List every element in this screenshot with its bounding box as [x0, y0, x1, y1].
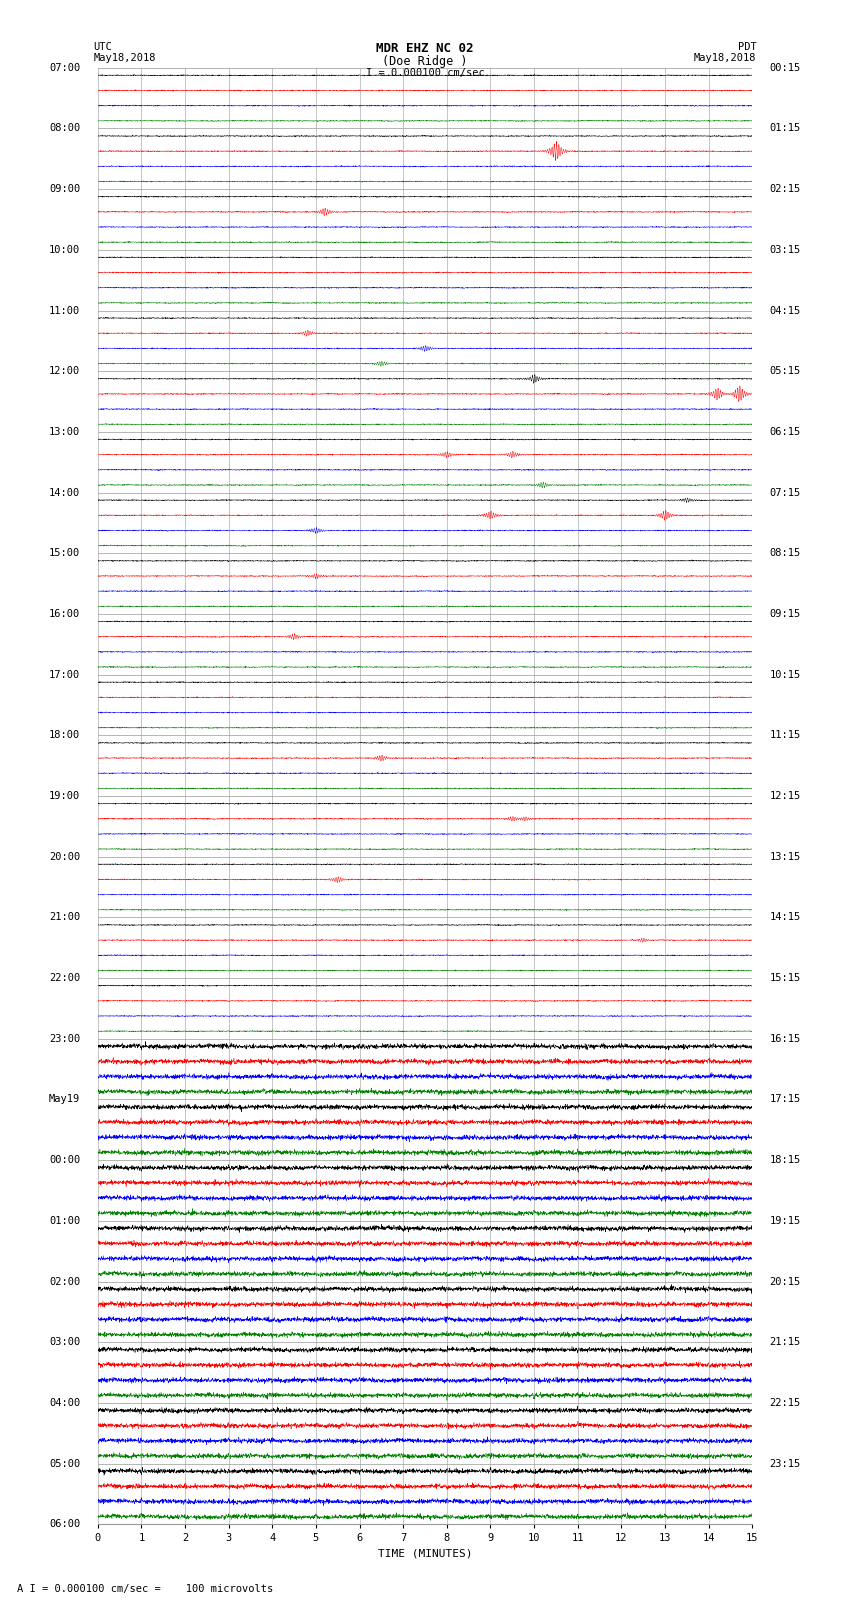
Text: 13:15: 13:15 [770, 852, 801, 861]
Text: May18,2018: May18,2018 [694, 53, 756, 63]
Text: 15:00: 15:00 [49, 548, 80, 558]
Text: May19: May19 [49, 1095, 80, 1105]
Text: 21:00: 21:00 [49, 913, 80, 923]
Text: 17:00: 17:00 [49, 669, 80, 679]
Text: 16:15: 16:15 [770, 1034, 801, 1044]
Text: A I = 0.000100 cm/sec =    100 microvolts: A I = 0.000100 cm/sec = 100 microvolts [17, 1584, 273, 1594]
Text: 06:15: 06:15 [770, 427, 801, 437]
Text: MDR EHZ NC 02: MDR EHZ NC 02 [377, 42, 473, 55]
X-axis label: TIME (MINUTES): TIME (MINUTES) [377, 1548, 473, 1558]
Text: PDT: PDT [738, 42, 756, 52]
Text: UTC: UTC [94, 42, 112, 52]
Text: 01:15: 01:15 [770, 124, 801, 134]
Text: 10:15: 10:15 [770, 669, 801, 679]
Text: 14:00: 14:00 [49, 487, 80, 497]
Text: 23:00: 23:00 [49, 1034, 80, 1044]
Text: 21:15: 21:15 [770, 1337, 801, 1347]
Text: 12:00: 12:00 [49, 366, 80, 376]
Text: May18,2018: May18,2018 [94, 53, 156, 63]
Text: 19:15: 19:15 [770, 1216, 801, 1226]
Text: 11:00: 11:00 [49, 305, 80, 316]
Text: 15:15: 15:15 [770, 973, 801, 982]
Text: 06:00: 06:00 [49, 1519, 80, 1529]
Text: 00:00: 00:00 [49, 1155, 80, 1165]
Text: 20:15: 20:15 [770, 1276, 801, 1287]
Text: 23:15: 23:15 [770, 1458, 801, 1468]
Text: I = 0.000100 cm/sec: I = 0.000100 cm/sec [366, 68, 484, 77]
Text: 16:00: 16:00 [49, 610, 80, 619]
Text: 07:15: 07:15 [770, 487, 801, 497]
Text: 08:00: 08:00 [49, 124, 80, 134]
Text: 12:15: 12:15 [770, 790, 801, 802]
Text: 17:15: 17:15 [770, 1095, 801, 1105]
Text: (Doe Ridge ): (Doe Ridge ) [382, 55, 468, 68]
Text: 09:15: 09:15 [770, 610, 801, 619]
Text: 08:15: 08:15 [770, 548, 801, 558]
Text: 00:15: 00:15 [770, 63, 801, 73]
Text: 13:00: 13:00 [49, 427, 80, 437]
Text: 09:00: 09:00 [49, 184, 80, 194]
Text: 19:00: 19:00 [49, 790, 80, 802]
Text: 22:15: 22:15 [770, 1398, 801, 1408]
Text: 10:00: 10:00 [49, 245, 80, 255]
Text: 05:00: 05:00 [49, 1458, 80, 1468]
Text: 02:15: 02:15 [770, 184, 801, 194]
Text: 04:15: 04:15 [770, 305, 801, 316]
Text: 03:00: 03:00 [49, 1337, 80, 1347]
Text: 01:00: 01:00 [49, 1216, 80, 1226]
Text: 11:15: 11:15 [770, 731, 801, 740]
Text: 07:00: 07:00 [49, 63, 80, 73]
Text: 18:15: 18:15 [770, 1155, 801, 1165]
Text: 22:00: 22:00 [49, 973, 80, 982]
Text: 20:00: 20:00 [49, 852, 80, 861]
Text: 03:15: 03:15 [770, 245, 801, 255]
Text: 02:00: 02:00 [49, 1276, 80, 1287]
Text: 14:15: 14:15 [770, 913, 801, 923]
Text: 05:15: 05:15 [770, 366, 801, 376]
Text: 18:00: 18:00 [49, 731, 80, 740]
Text: 04:00: 04:00 [49, 1398, 80, 1408]
